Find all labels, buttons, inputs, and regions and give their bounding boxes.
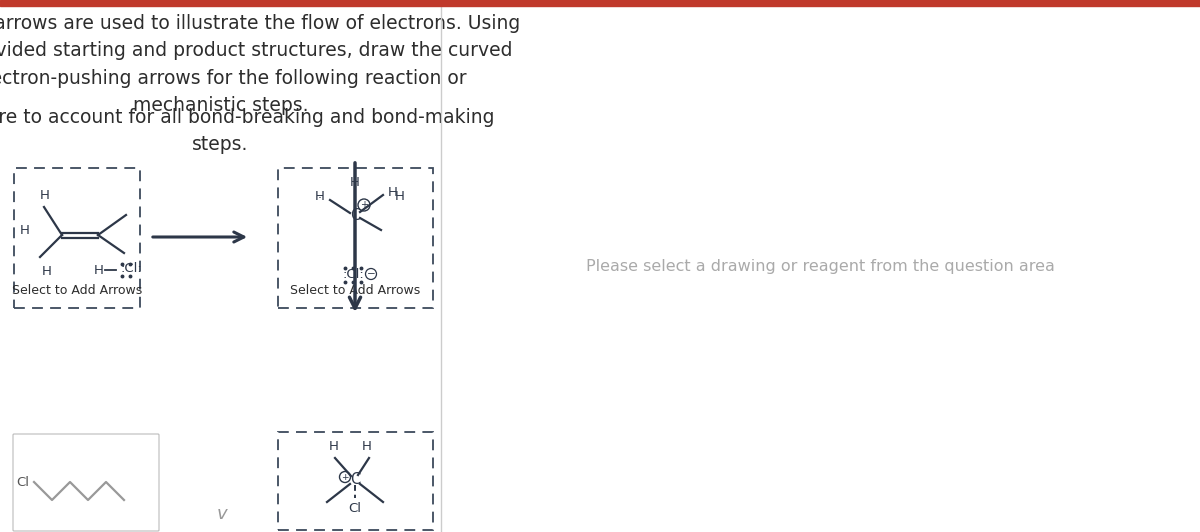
Text: H: H <box>94 263 104 277</box>
Text: Cl: Cl <box>16 476 29 488</box>
Text: .: . <box>318 187 322 201</box>
Text: H: H <box>362 440 372 453</box>
Bar <box>278 168 433 308</box>
Bar <box>14 168 140 308</box>
Text: −: − <box>367 269 376 279</box>
Text: H: H <box>42 265 52 278</box>
Text: H: H <box>395 190 404 204</box>
FancyBboxPatch shape <box>13 434 158 531</box>
Text: :Cl:: :Cl: <box>342 269 364 281</box>
Text: H: H <box>316 190 325 204</box>
Text: C: C <box>350 472 360 487</box>
Text: H: H <box>40 189 50 202</box>
Text: Be sure to account for all bond-breaking and bond-making
steps.: Be sure to account for all bond-breaking… <box>0 108 494 154</box>
Text: +: + <box>360 200 368 210</box>
Text: :Cl:: :Cl: <box>120 262 142 276</box>
Bar <box>0 0 1200 6</box>
Text: H: H <box>329 440 338 453</box>
Text: Select to Add Arrows: Select to Add Arrows <box>12 284 142 297</box>
Bar <box>278 432 433 530</box>
Text: H: H <box>388 186 398 198</box>
Text: v: v <box>217 505 227 523</box>
Text: +: + <box>341 472 349 481</box>
Text: Select to Add Arrows: Select to Add Arrows <box>290 284 421 297</box>
Text: C: C <box>350 207 360 222</box>
Text: Curved arrows are used to illustrate the flow of electrons. Using
the provided s: Curved arrows are used to illustrate the… <box>0 14 520 115</box>
Text: H: H <box>350 176 360 189</box>
Text: Please select a drawing or reagent from the question area: Please select a drawing or reagent from … <box>586 259 1055 273</box>
Text: H: H <box>20 223 30 237</box>
Text: Cl: Cl <box>348 502 361 515</box>
